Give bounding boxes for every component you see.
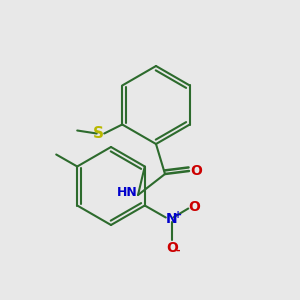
Text: HN: HN: [117, 185, 138, 199]
Text: +: +: [174, 209, 182, 220]
Text: N: N: [166, 212, 178, 226]
Text: O: O: [166, 241, 178, 254]
Text: O: O: [188, 200, 200, 214]
Text: O: O: [190, 164, 202, 178]
Text: S: S: [93, 126, 104, 141]
Text: -: -: [176, 245, 180, 256]
